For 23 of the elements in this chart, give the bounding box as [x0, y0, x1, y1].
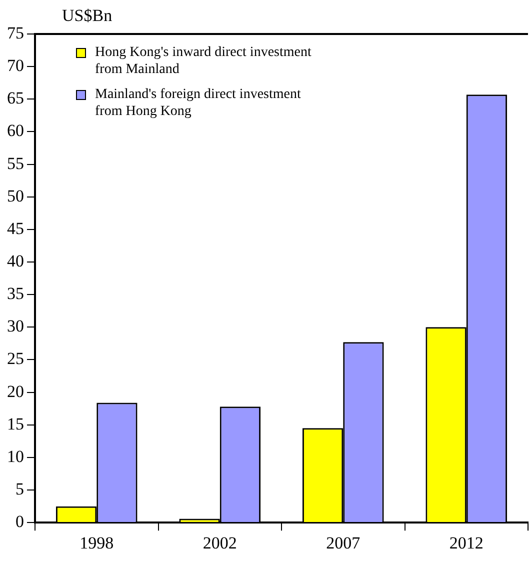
y-tick-label: 25 [7, 349, 24, 368]
y-tick-label: 65 [7, 88, 24, 108]
y-tick-label: 55 [7, 154, 24, 173]
y-tick-label: 0 [16, 512, 24, 532]
y-tick-label: 20 [7, 382, 24, 401]
x-tick-label: 2012 [449, 533, 484, 552]
x-tick-label: 2002 [202, 533, 237, 552]
y-tick-label: 45 [7, 218, 24, 238]
y-tick-label: 35 [7, 284, 24, 304]
y-tick-label: 60 [7, 121, 24, 140]
y-tick-label: 50 [7, 186, 24, 206]
y-tick-label: 10 [7, 446, 24, 466]
x-tick-label: 1998 [80, 533, 114, 552]
x-tick-label: 2007 [326, 533, 361, 552]
y-tick-label: 5 [16, 479, 24, 498]
y-tick-label: 30 [7, 316, 24, 336]
y-tick-label: 75 [7, 23, 24, 42]
y-tick-label: 70 [7, 56, 24, 76]
y-axis-title: US$Bn [62, 6, 112, 26]
y-tick-label: 40 [7, 251, 24, 270]
y-tick-label: 15 [7, 414, 24, 434]
legend-label: Mainland's foreign direct investment from Hong Kong [95, 86, 302, 120]
legend-label: Hong Kong's inward direct investment from Mainland [95, 44, 312, 78]
